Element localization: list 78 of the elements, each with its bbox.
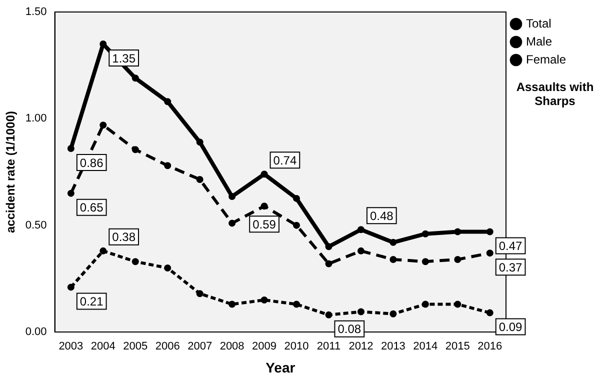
y-tick-label: 0.50: [25, 219, 47, 232]
point: [132, 74, 139, 82]
point: [357, 247, 364, 254]
point: [100, 40, 107, 48]
data-label: 0.65: [80, 200, 104, 215]
point: [164, 162, 172, 170]
x-tick-label: 2010: [284, 340, 309, 353]
point: [390, 310, 397, 318]
point: [100, 122, 107, 129]
y-axis-title: accident rate (1/1000): [4, 110, 18, 234]
point: [260, 202, 268, 210]
text: Assaults with Sharps: [515, 80, 595, 108]
y-tick-label: 1.50: [25, 6, 47, 18]
data-label: 0.47: [498, 239, 523, 254]
data-label: 0.74: [273, 153, 297, 168]
x-tick-label: 2007: [188, 340, 212, 353]
data-label: 0.09: [498, 320, 523, 334]
x-axis-title: Year: [266, 359, 296, 376]
point: [325, 260, 332, 268]
point: [293, 222, 300, 229]
x-tick-label: 2008: [220, 340, 244, 353]
x-tick-label: 2011: [316, 340, 341, 353]
data-label: 0.48: [370, 208, 394, 223]
point: [132, 146, 139, 154]
data-label: 0.86: [80, 156, 104, 170]
point: [132, 258, 139, 266]
point: [67, 190, 74, 197]
y-tick-label: 1.00: [25, 112, 47, 125]
point: [100, 247, 107, 254]
x-tick-label: 2009: [252, 340, 277, 353]
point: [325, 311, 332, 318]
legend-label: Male: [526, 34, 552, 48]
x-tick-label: 2015: [445, 340, 470, 353]
point: [228, 193, 236, 200]
point: [196, 176, 204, 183]
x-tick-label: 2006: [155, 340, 180, 353]
x-tick-label: 2003: [58, 340, 84, 353]
point: [228, 220, 236, 227]
point: [325, 243, 332, 250]
legend-label: Total: [526, 16, 552, 30]
x-tick-label: 2005: [123, 340, 148, 353]
x-tick-label: 2016: [478, 340, 502, 353]
data-label: 0.21: [80, 294, 104, 309]
data-label: 0.38: [112, 230, 136, 244]
data-label: 0.08: [338, 322, 362, 336]
point: [164, 98, 172, 106]
point: [228, 300, 236, 308]
point: [260, 170, 268, 178]
point: [454, 300, 462, 308]
x-tick-label: 2012: [348, 340, 374, 353]
point: [196, 290, 204, 298]
point: [486, 309, 494, 316]
point: [454, 256, 462, 263]
point: [486, 250, 494, 257]
point: [390, 256, 397, 263]
point: [422, 258, 429, 266]
point: [357, 308, 364, 316]
point: [422, 300, 429, 308]
data-label: 0.37: [498, 260, 523, 274]
data-label: 0.59: [252, 217, 276, 232]
point: [164, 264, 172, 272]
point: [390, 238, 397, 246]
y-tick-label: 0.00: [25, 326, 47, 338]
point: [454, 228, 462, 236]
x-tick-label: 2014: [413, 340, 438, 353]
point: [67, 284, 74, 291]
point: [196, 138, 204, 146]
point: [293, 300, 300, 308]
point: [67, 145, 74, 152]
point: [293, 194, 300, 202]
x-tick-label: 2013: [380, 340, 406, 353]
x-tick-label: 2004: [90, 340, 116, 353]
point: [260, 296, 268, 304]
data-label: 1.35: [112, 51, 136, 66]
legend-label: Female: [526, 52, 566, 66]
point: [422, 230, 429, 238]
point: [357, 226, 364, 234]
point: [486, 228, 494, 236]
